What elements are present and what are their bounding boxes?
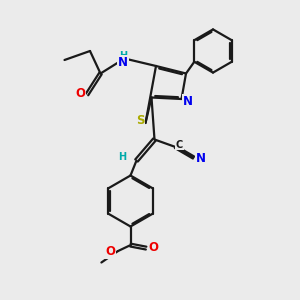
- Text: N: N: [183, 95, 193, 108]
- Text: N: N: [196, 152, 206, 166]
- Text: O: O: [75, 87, 85, 101]
- Text: C: C: [176, 140, 183, 150]
- Text: O: O: [148, 241, 159, 254]
- Text: S: S: [136, 114, 144, 127]
- Text: H: H: [119, 51, 127, 61]
- Text: N: N: [118, 56, 128, 69]
- Text: O: O: [105, 244, 116, 258]
- Text: H: H: [118, 152, 126, 163]
